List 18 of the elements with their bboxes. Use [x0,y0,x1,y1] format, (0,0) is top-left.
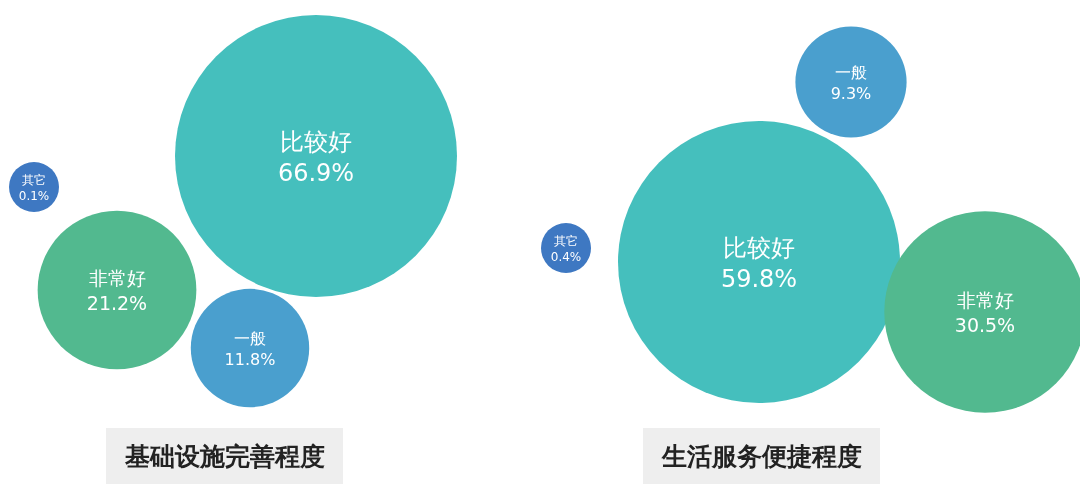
data-label: 0.1% [18,188,50,203]
category-label: 一般 [835,63,867,82]
data-label: 21.2% [86,291,148,314]
category-label: 其它 [22,173,46,187]
data-label: 11.8% [224,349,276,369]
category-label: 其它 [554,234,578,248]
category-label: 比较好 [723,234,795,262]
text: 生活服务便捷程度 [661,442,862,471]
data-label: 30.5% [954,313,1016,336]
category-label: 非常好 [956,289,1014,312]
data-label: 9.3% [830,83,872,103]
data-label: 59.8% [720,265,798,294]
data-label: 0.4% [550,249,582,264]
category-label: 比较好 [280,128,352,156]
data-label: 66.9% [277,159,355,188]
category-label: 一般 [234,329,266,348]
text: 基础设施完善程度 [124,442,325,471]
category-label: 非常好 [88,267,146,290]
